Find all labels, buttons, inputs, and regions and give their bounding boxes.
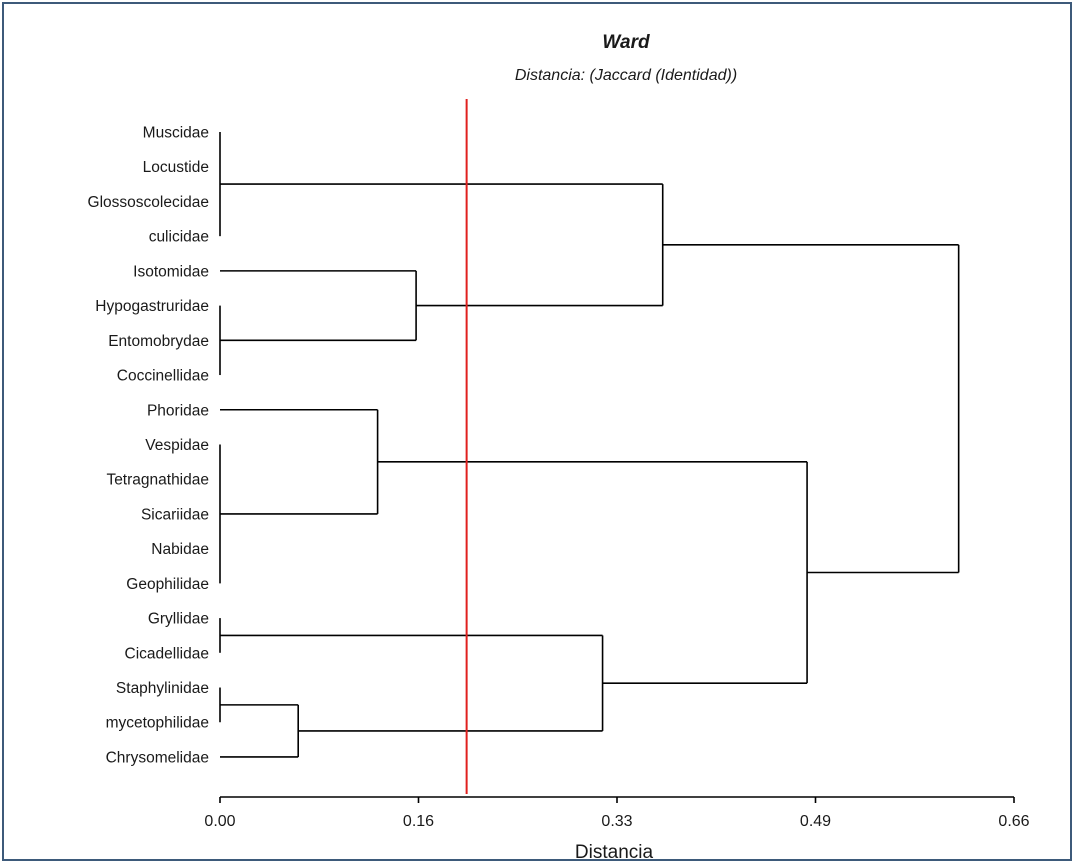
leaf-label: mycetophilidae [106, 715, 209, 732]
chart-subtitle: Distancia: (Jaccard (Identidad)) [515, 67, 737, 84]
x-tick-label: 0.33 [601, 813, 632, 830]
x-axis-label: Distancia [575, 842, 654, 863]
leaf-label: Locustide [143, 159, 209, 176]
leaf-label: Vespidae [145, 437, 209, 454]
leaf-label: Coccinellidae [117, 368, 209, 385]
leaf-label: Gryllidae [148, 611, 209, 628]
leaf-label: culicidae [149, 229, 209, 246]
leaf-label: Nabidae [151, 541, 209, 558]
leaf-label: Muscidae [143, 125, 209, 142]
leaf-label: Cicadellidae [125, 645, 209, 662]
leaf-label: Chrysomelidae [106, 749, 209, 766]
x-tick-label: 0.49 [800, 813, 831, 830]
leaf-label: Hypogastruridae [95, 298, 209, 315]
leaf-label: Tetragnathidae [106, 472, 209, 489]
dendrogram-chart: Ward Distancia: (Jaccard (Identidad)) Mu… [88, 32, 1030, 863]
x-tick-label: 0.66 [998, 813, 1029, 830]
leaf-label: Entomobrydae [108, 333, 209, 350]
leaf-label: Geophilidae [126, 576, 209, 593]
leaf-label: Glossoscolecidae [88, 194, 209, 211]
leaf-label: Isotomidae [133, 263, 209, 280]
x-tick-label: 0.00 [204, 813, 235, 830]
leaf-label: Sicariidae [141, 506, 209, 523]
leaf-labels: Muscidae Locustide Glossoscolecidae culicid… [88, 125, 209, 767]
leaf-label: Phoridae [147, 402, 209, 419]
x-tick-label: 0.16 [403, 813, 434, 830]
x-axis: 0.00 0.16 0.33 0.49 0.66 [204, 796, 1030, 830]
leaf-label: Staphylinidae [116, 680, 209, 697]
chart-title: Ward [602, 32, 650, 53]
dendrogram-tree [219, 132, 960, 758]
